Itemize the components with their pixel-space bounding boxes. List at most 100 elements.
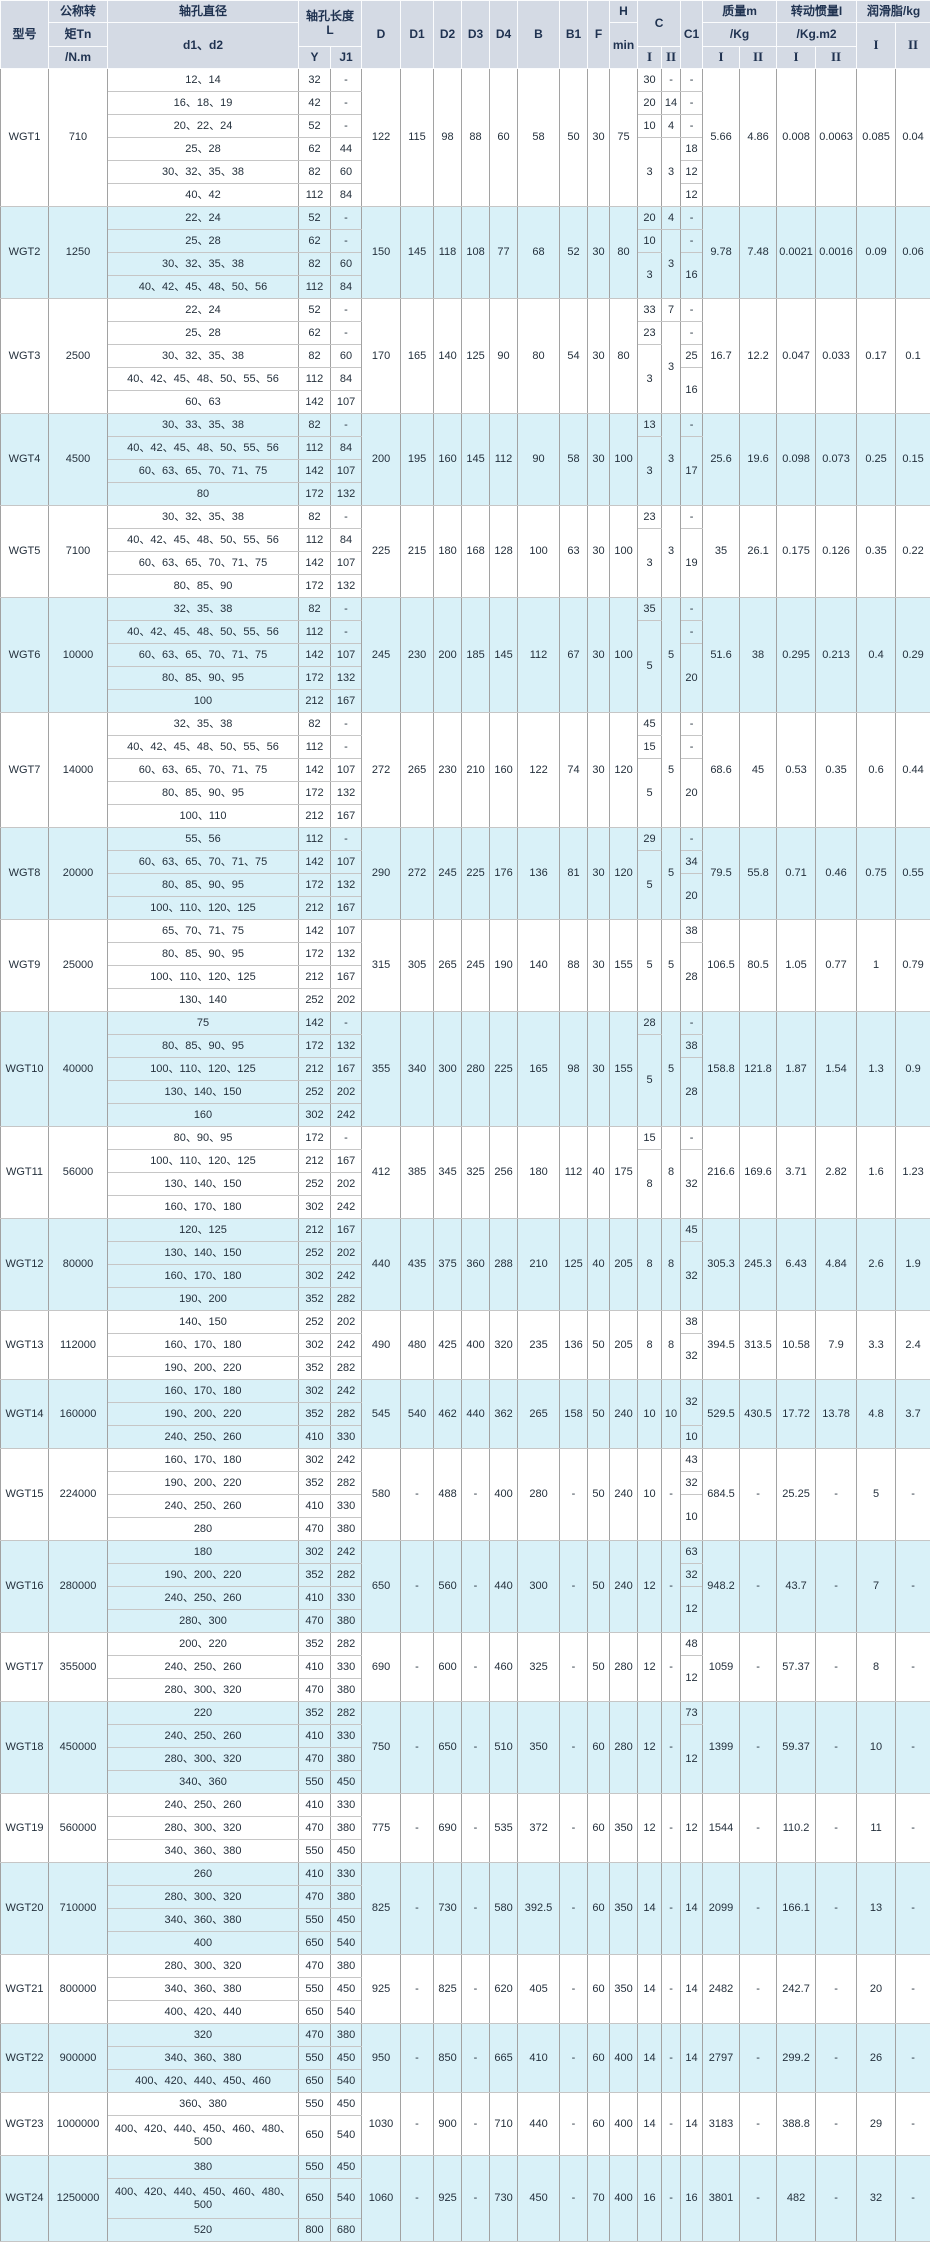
cell-D3: 400 [461, 1310, 491, 1380]
cell-Y: 800 [298, 2218, 331, 2242]
cell-cI: 16 [637, 2155, 663, 2242]
cell-Y: 82 [298, 597, 331, 621]
cell-torque: 355000 [48, 1632, 108, 1702]
cell-model: WGT12 [0, 1218, 49, 1311]
cell-cI: 12 [637, 1793, 663, 1863]
cell-c1: - [680, 229, 704, 253]
cell-d1d2: 80、85、90、95 [107, 942, 299, 966]
cell-mass-II: 169.6 [739, 1126, 778, 1219]
cell-J1: - [329, 229, 363, 253]
cell-D: 545 [361, 1379, 402, 1449]
cell-Y: 302 [298, 1103, 331, 1127]
cell-Y: 112 [298, 183, 331, 207]
cell-inertia-I: 17.72 [776, 1379, 817, 1449]
cell-F: 30 [587, 1011, 611, 1127]
cell-D: 225 [361, 505, 402, 598]
cell-c1: - [680, 505, 704, 529]
cell-D1: - [400, 1540, 435, 1633]
cell-Y: 212 [298, 965, 331, 989]
cell-Y: 212 [298, 804, 331, 828]
cell-J1: 282 [329, 1632, 363, 1656]
cell-F: 50 [587, 1310, 611, 1380]
cell-model: WGT2 [0, 206, 49, 299]
cell-inertia-I: 57.37 [776, 1632, 817, 1702]
cell-cII: - [661, 2023, 682, 2093]
cell-d1d2: 100、110、120、125 [107, 1057, 299, 1081]
cell-D3: 360 [461, 1218, 491, 1311]
cell-D1: - [400, 1632, 435, 1702]
cell-c1: 38 [680, 919, 704, 943]
cell-inertia-II: - [815, 1540, 858, 1633]
cell-c1: - [680, 321, 704, 345]
cell-d1d2: 130、140、150 [107, 1172, 299, 1196]
cell-J1: 380 [329, 1517, 363, 1541]
cell-J1: 282 [329, 1287, 363, 1311]
cell-inertia-II: 0.46 [815, 827, 858, 920]
cell-J1: 242 [329, 1103, 363, 1127]
cell-mass-I: 25.6 [702, 413, 741, 506]
cell-J1: 167 [329, 1149, 363, 1173]
cell-Y: 62 [298, 137, 331, 161]
cell-d1d2: 160、170、180 [107, 1333, 299, 1357]
cell-Hmin: 80 [609, 298, 639, 414]
cell-B1: 98 [559, 1011, 589, 1127]
cell-J1: 167 [329, 804, 363, 828]
cell-D: 440 [361, 1218, 402, 1311]
cell-D: 925 [361, 1954, 402, 2024]
cell-grease-I: 0.09 [856, 206, 897, 299]
cell-mass-I: 3801 [702, 2155, 741, 2242]
cell-cI: 8 [637, 1218, 663, 1311]
cell-D1: 145 [400, 206, 435, 299]
cell-Y: 352 [298, 1701, 331, 1725]
cell-d1d2: 32、35、38 [107, 712, 299, 736]
cell-B: 325 [517, 1632, 561, 1702]
cell-d1d2: 400、420、440、450、460、480、500 [107, 2178, 299, 2219]
cell-Y: 550 [298, 2092, 331, 2116]
cell-F: 50 [587, 1540, 611, 1633]
cell-cII: 3 [661, 229, 682, 299]
cell-c1: 12 [680, 1586, 704, 1633]
cell-d1d2: 30、32、35、38 [107, 252, 299, 276]
cell-torque: 112000 [48, 1310, 108, 1380]
cell-grease-II: 0.22 [895, 505, 930, 598]
cell-cI: 14 [637, 1954, 663, 2024]
cell-J1: 330 [329, 1724, 363, 1748]
cell-D1: - [400, 1701, 435, 1794]
cell-d1d2: 400 [107, 1931, 299, 1955]
cell-model: WGT4 [0, 413, 49, 506]
cell-cII: - [661, 1701, 682, 1794]
cell-D3: - [461, 2155, 491, 2242]
cell-inertia-II: 0.0016 [815, 206, 858, 299]
cell-d1d2: 60、63、65、70、71、75 [107, 459, 299, 483]
cell-D4: 710 [489, 2092, 519, 2156]
cell-mass-II: 55.8 [739, 827, 778, 920]
cell-D: 245 [361, 597, 402, 713]
cell-cI: 30 [637, 68, 663, 92]
cell-mass-II: 26.1 [739, 505, 778, 598]
col-header-D3: D3 [461, 0, 491, 69]
cell-inertia-I: 299.2 [776, 2023, 817, 2093]
cell-D4: 112 [489, 413, 519, 506]
cell-mass-II: - [739, 1954, 778, 2024]
cell-mass-I: 3183 [702, 2092, 741, 2156]
cell-J1: 380 [329, 1678, 363, 1702]
cell-J1: 84 [329, 275, 363, 299]
cell-B1: - [559, 1701, 589, 1794]
cell-inertia-II: 0.126 [815, 505, 858, 598]
cell-cII: 5 [661, 827, 682, 920]
cell-Y: 352 [298, 1632, 331, 1656]
cell-Y: 172 [298, 873, 331, 897]
cell-Y: 112 [298, 827, 331, 851]
cell-Y: 410 [298, 1425, 331, 1449]
cell-d1d2: 80、85、90 [107, 574, 299, 598]
cell-d1d2: 340、360、380 [107, 2046, 299, 2070]
cell-model: WGT16 [0, 1540, 49, 1633]
cell-B: 350 [517, 1701, 561, 1794]
cell-J1: 202 [329, 988, 363, 1012]
cell-D1: 230 [400, 597, 435, 713]
cell-c1: 18 [680, 137, 704, 161]
cell-Y: 550 [298, 1770, 331, 1794]
cell-d1d2: 130、140、150 [107, 1080, 299, 1104]
cell-inertia-I: 0.175 [776, 505, 817, 598]
cell-J1: 242 [329, 1333, 363, 1357]
